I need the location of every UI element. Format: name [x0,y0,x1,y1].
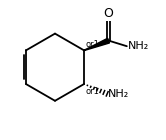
Text: or1: or1 [86,87,100,96]
Text: or1: or1 [86,40,100,49]
Text: O: O [104,7,114,20]
Text: NH₂: NH₂ [108,89,129,99]
Text: NH₂: NH₂ [127,41,149,51]
Polygon shape [84,38,110,51]
